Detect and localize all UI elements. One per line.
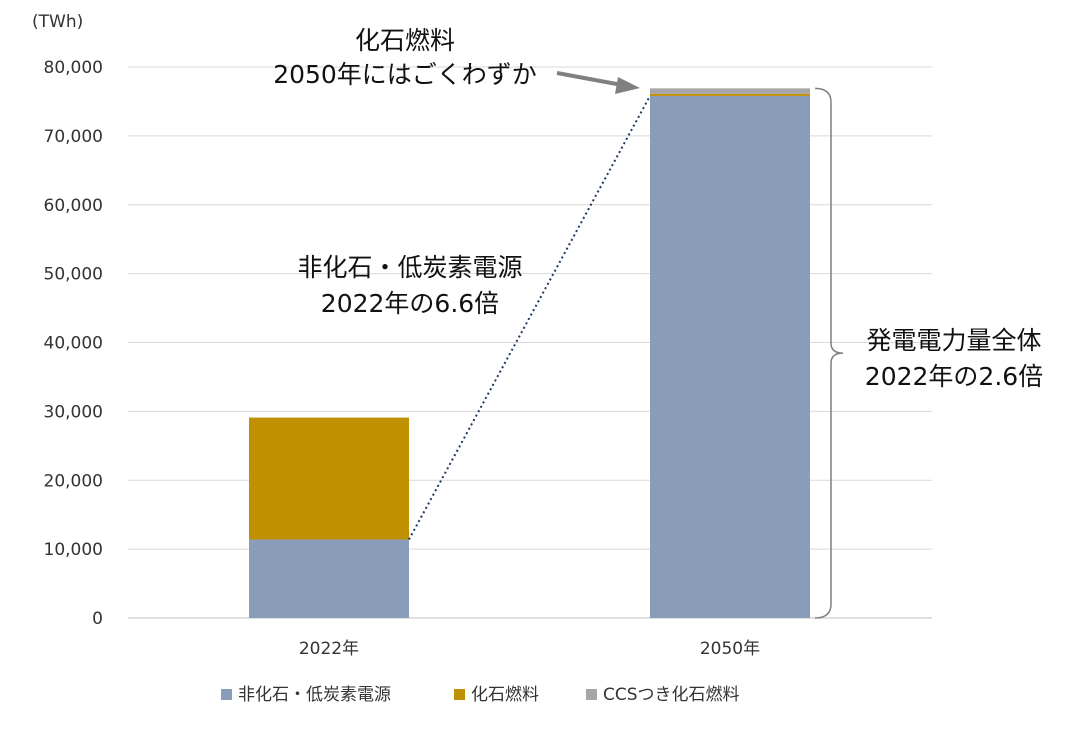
legend-label-1: 化石燃料 <box>471 685 539 705</box>
legend-swatch-0 <box>221 689 232 700</box>
arrow-line <box>556 71 623 87</box>
annotation-nonfossil-line: 2022年の6.6倍 <box>321 289 499 318</box>
bar-2050-series-0 <box>650 95 810 619</box>
annotation-nonfossil-line: 非化石・低炭素電源 <box>297 253 522 282</box>
total-brace <box>814 87 844 619</box>
legend-label-2: CCSつき化石燃料 <box>603 685 740 705</box>
bar-2050-series-2 <box>650 88 810 94</box>
y-tick-label: 20,000 <box>44 471 103 491</box>
y-tick-label: 50,000 <box>44 265 103 285</box>
y-tick-label: 0 <box>92 609 103 629</box>
x-category-label: 2050年 <box>700 639 760 659</box>
x-category-label: 2022年 <box>299 639 359 659</box>
x-category-labels: 2022年 2050年 <box>299 639 760 659</box>
dotted-connector <box>408 95 651 540</box>
y-tick-label: 30,000 <box>44 402 103 422</box>
y-tick-label: 10,000 <box>44 540 103 560</box>
annotation-fossil-line: 化石燃料 <box>355 26 455 55</box>
legend-swatch-1 <box>454 689 465 700</box>
y-tick-label: 60,000 <box>44 196 103 216</box>
y-unit-label: (TWh) <box>32 12 83 32</box>
annotation-total-line: 2022年の2.6倍 <box>865 362 1043 391</box>
legend: 非化石・低炭素電源 化石燃料 CCSつき化石燃料 <box>221 685 740 705</box>
bar-2022-series-0 <box>249 539 409 618</box>
y-tick-label: 40,000 <box>44 334 103 354</box>
y-tick-labels: 0 10,000 20,000 30,000 40,000 50,000 60,000 70,… <box>44 58 103 629</box>
legend-swatch-2 <box>586 689 597 700</box>
bars <box>249 88 810 619</box>
legend-label-0: 非化石・低炭素電源 <box>238 685 391 705</box>
annotation-total-line: 発電電力量全体 <box>866 326 1041 355</box>
annotation-fossil-line: 2050年にはごくわずか <box>273 60 537 89</box>
arrow-head <box>615 77 640 94</box>
bar-2022-series-1 <box>249 417 409 540</box>
bar-2050-series-1 <box>650 93 810 96</box>
y-tick-label: 70,000 <box>44 127 103 147</box>
y-tick-label: 80,000 <box>44 58 103 78</box>
gridlines <box>128 66 932 619</box>
